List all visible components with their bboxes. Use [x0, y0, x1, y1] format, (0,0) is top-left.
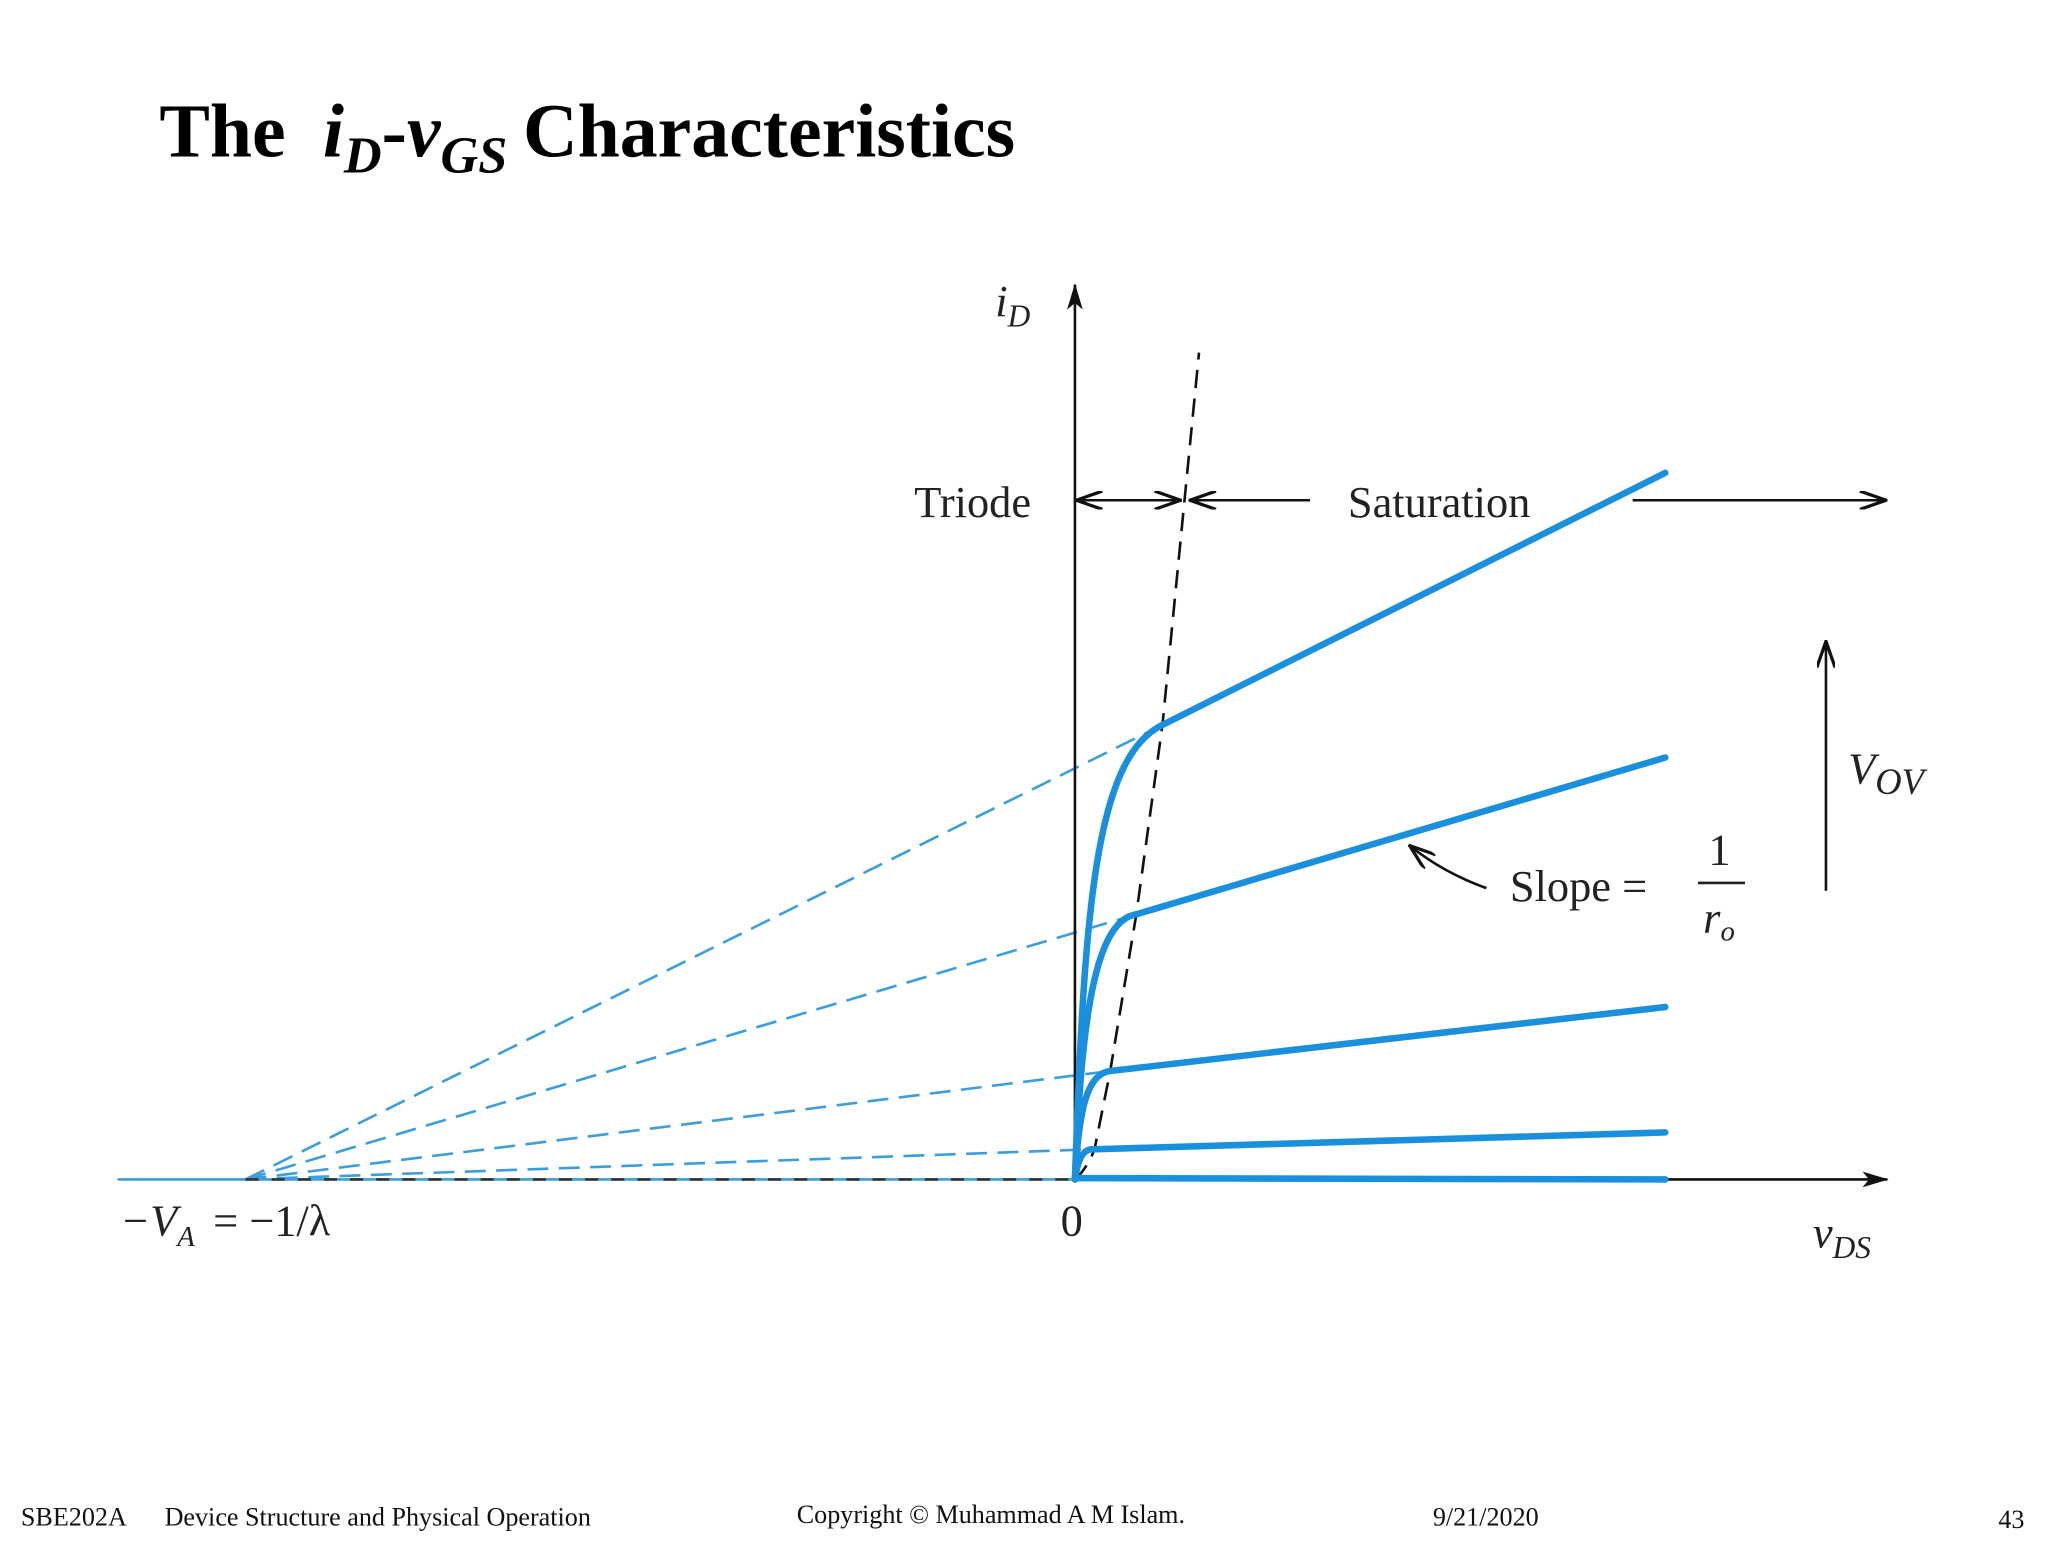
- title-subscript: D: [343, 126, 382, 184]
- saturation-label: Saturation: [1348, 477, 1530, 527]
- symbol: i: [995, 276, 1007, 326]
- symbol: −V: [120, 1196, 182, 1246]
- slide-title: The iD-vGS Characteristics: [159, 90, 1015, 185]
- y-axis-label: iD: [995, 276, 1030, 333]
- extension-lines: [117, 723, 1164, 1181]
- title-text: Characteristics: [523, 90, 1015, 174]
- slope-numerator: 1: [1708, 825, 1730, 875]
- curve: [1071, 1129, 1669, 1183]
- slope-arrow: [1411, 846, 1487, 890]
- title-subscript: GS: [440, 126, 507, 184]
- subscript: DS: [1832, 1230, 1872, 1265]
- curve: [1071, 1174, 1669, 1183]
- expression: = −1/λ: [213, 1196, 331, 1246]
- footer-copyright: Copyright © Muhammad A M Islam.: [797, 1500, 1185, 1529]
- overdrive-label: VOV: [1848, 744, 1928, 802]
- triode-label: Triode: [914, 477, 1031, 527]
- footer-date: 9/21/2020: [1433, 1503, 1539, 1532]
- saturation-boundary: [1074, 352, 1201, 1181]
- characteristic-curves: [1071, 469, 1669, 1183]
- subscript: D: [1007, 299, 1031, 334]
- footer-topic: Device Structure and Physical Operation: [165, 1503, 591, 1532]
- slope-denominator: ro: [1703, 893, 1735, 948]
- curve: [1071, 469, 1669, 1183]
- title-text: -: [382, 90, 407, 174]
- footer-page: 43: [1998, 1505, 2024, 1534]
- symbol: r: [1703, 893, 1721, 943]
- slope-label: Slope =: [1510, 861, 1647, 911]
- subscript: OV: [1875, 761, 1927, 802]
- x-axis-label: vDS: [1813, 1207, 1871, 1264]
- footer-course: SBE202A: [21, 1503, 127, 1532]
- intercept-label: −VA = −1/λ: [120, 1196, 331, 1253]
- extension-line: [245, 913, 1137, 1181]
- title-text: The: [159, 90, 285, 174]
- symbol: v: [1813, 1207, 1833, 1257]
- title-symbol: i: [323, 90, 344, 174]
- extension-line: [245, 1069, 1111, 1181]
- curve: [1071, 1003, 1669, 1183]
- subscript: A: [175, 1221, 195, 1253]
- extension-line: [244, 723, 1164, 1181]
- extension-line: [245, 1148, 1091, 1181]
- title-symbol: v: [407, 90, 442, 174]
- subscript: o: [1720, 915, 1734, 947]
- origin-label: 0: [1061, 1196, 1083, 1246]
- symbol: V: [1848, 744, 1880, 794]
- curve: [1071, 754, 1669, 1183]
